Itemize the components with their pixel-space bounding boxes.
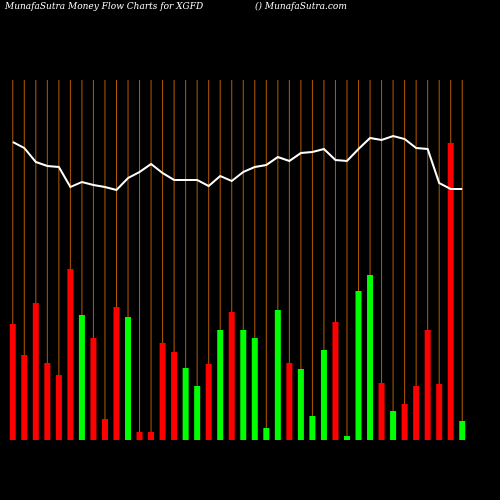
bar: [148, 432, 155, 440]
bar: [113, 307, 120, 440]
bar: [447, 143, 454, 440]
bar: [78, 315, 85, 440]
bar: [332, 322, 339, 440]
bar: [159, 343, 166, 440]
bar: [378, 383, 385, 440]
bar: [21, 355, 28, 440]
bar: [297, 369, 304, 440]
chart-subtitle: () MunafaSutra.com: [255, 1, 347, 12]
bar: [240, 330, 247, 440]
bar: [125, 317, 132, 440]
bar: [9, 324, 16, 440]
bar: [182, 368, 189, 440]
bar: [251, 338, 258, 440]
bar: [355, 291, 362, 440]
chart-title: MunafaSutra Money Flow Charts for XGFD: [4, 2, 203, 12]
bar: [32, 303, 39, 440]
bar: [274, 310, 281, 440]
line: [12, 134, 463, 192]
bar: [228, 312, 235, 440]
bar: [436, 384, 443, 440]
bar: [90, 338, 97, 440]
bar: [217, 330, 224, 440]
bar: [286, 363, 293, 440]
bar: [44, 363, 51, 440]
bar: [320, 350, 327, 440]
bar: [263, 428, 270, 440]
bar: [424, 330, 431, 440]
bar: [413, 386, 420, 440]
bar: [55, 375, 62, 440]
bar: [101, 419, 108, 440]
bar: [309, 416, 316, 440]
bar: [136, 432, 143, 440]
bar: [343, 436, 350, 440]
bar: [390, 411, 397, 440]
bar: [459, 421, 466, 440]
bar: [171, 352, 178, 440]
bar: [67, 269, 74, 440]
bar: [401, 404, 408, 440]
bar: [367, 275, 374, 440]
bar: [205, 364, 212, 440]
bar: [194, 386, 201, 440]
